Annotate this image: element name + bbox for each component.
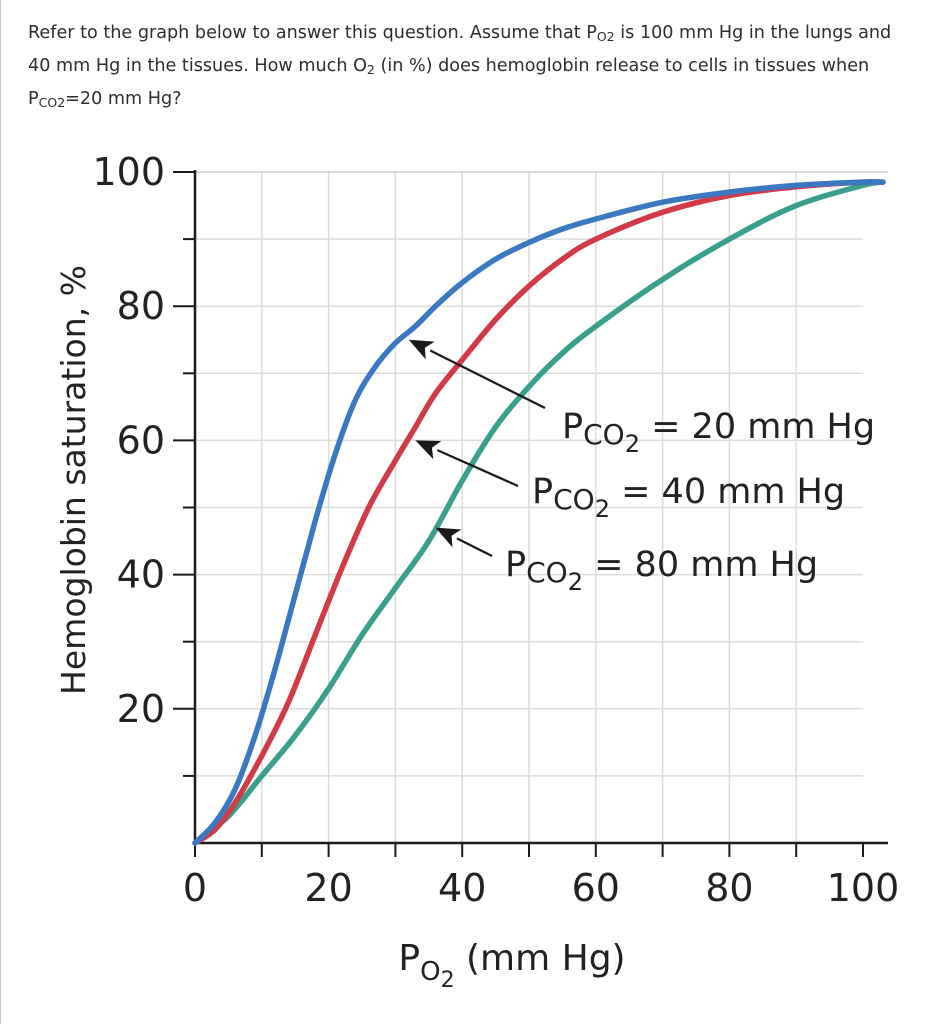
x-tick-label: 20 [304,866,352,910]
x-axis-label: PO2 (mm Hg) [398,938,625,993]
curve-pco2_40 [192,178,886,846]
arrow-head [435,527,462,548]
y-tick-label: 40 [117,553,165,597]
x-tick-label: 60 [572,866,620,910]
arrow-line [429,349,546,409]
x-tick-label: 40 [438,866,486,910]
x-tick-label: 0 [183,866,207,910]
arrow-line [436,449,519,488]
y-tick-label: 80 [117,284,165,328]
labels: Hemoglobin saturation, % PO2 (mm Hg) PCO2 … [54,265,875,993]
ticks: 0 20 40 60 80 100 20 40 60 80 100 [92,150,899,910]
y-tick-label: 60 [117,418,165,462]
x-tick-label: 100 [827,866,900,910]
arrow-head [415,440,442,460]
curve-pco2_20 [192,179,886,846]
y-tick-label: 100 [92,150,165,194]
series-label-pco2_80: PCO2 = 80 mm Hg [505,545,818,596]
arrow-head [408,339,435,360]
series-label-pco2_20: PCO2 = 20 mm Hg [562,407,875,458]
left-border [0,0,1,1024]
arrows [408,339,546,557]
y-tick-label: 20 [117,687,165,731]
x-tick-label: 80 [705,866,753,910]
curves [192,178,886,846]
arrow-line [456,537,493,557]
question-text: Refer to the graph below to answer this … [28,23,892,110]
y-axis-label: Hemoglobin saturation, % [54,265,93,695]
curve-pco2_80 [192,179,886,846]
series-label-pco2_40: PCO2 = 40 mm Hg [532,472,845,523]
